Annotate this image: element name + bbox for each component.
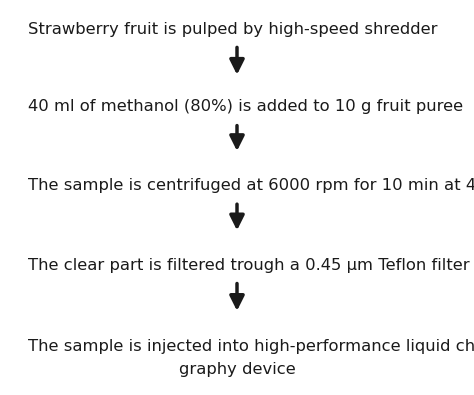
Text: graphy device: graphy device [179,362,295,377]
Text: The sample is injected into high-performance liquid chromato-: The sample is injected into high-perform… [27,339,474,354]
Text: The sample is centrifuged at 6000 rpm for 10 min at 4°C: The sample is centrifuged at 6000 rpm fo… [27,179,474,194]
Text: The clear part is filtered trough a 0.45 μm Teflon filter: The clear part is filtered trough a 0.45… [27,258,469,273]
Text: Strawberry fruit is pulped by high-speed shredder: Strawberry fruit is pulped by high-speed… [27,22,437,37]
Text: 40 ml of methanol (80%) is added to 10 g fruit puree: 40 ml of methanol (80%) is added to 10 g… [27,99,463,114]
